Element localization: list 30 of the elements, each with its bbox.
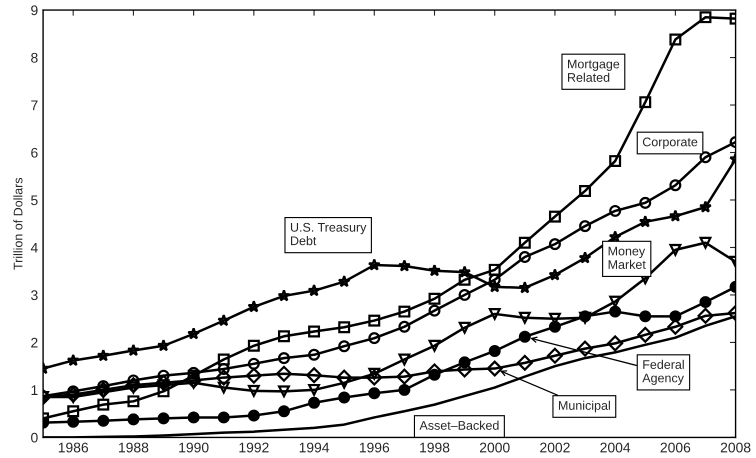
x-tick-label: 2006: [660, 442, 690, 452]
y-tick-label: 9: [31, 5, 38, 16]
series-label: Money Market: [608, 246, 646, 269]
x-tick-label: 1986: [58, 442, 88, 452]
text: Federal Agency: [642, 360, 684, 385]
x-tick-label: 2000: [480, 442, 510, 452]
y-tick-label: 5: [31, 195, 38, 206]
series-label: Corporate: [642, 138, 698, 149]
y-tick-label: 1: [32, 385, 38, 395]
y-axis-title: Trillion of Dollars: [13, 178, 22, 270]
y-tick-label: 2: [31, 338, 38, 348]
x-tick-label: 2002: [540, 442, 570, 452]
y-tick-label: 0: [31, 432, 38, 443]
y-tick-label: 3: [31, 290, 38, 300]
x-tick-label: 1996: [360, 442, 390, 452]
x-tick-label: 1994: [300, 442, 330, 452]
x-tick-label: 1988: [119, 442, 148, 452]
text: Municipal: [558, 400, 610, 412]
y-tick-label: 7: [31, 100, 38, 110]
x-tick-label: 1990: [179, 442, 209, 452]
x-tick-label: 2008: [720, 442, 750, 452]
y-tick-label: 6: [31, 148, 38, 158]
y-tick-label: 8: [31, 52, 38, 63]
x-tick-label: 1992: [239, 442, 269, 452]
y-tick-label: 4: [30, 242, 38, 253]
series-label: U.S. Treasury Debt: [290, 222, 366, 246]
text: Mortgage Related: [568, 60, 620, 82]
x-tick-label: 2004: [600, 442, 630, 452]
x-tick-label: 1998: [420, 442, 450, 452]
series-label: Asset–Backed: [419, 420, 499, 430]
